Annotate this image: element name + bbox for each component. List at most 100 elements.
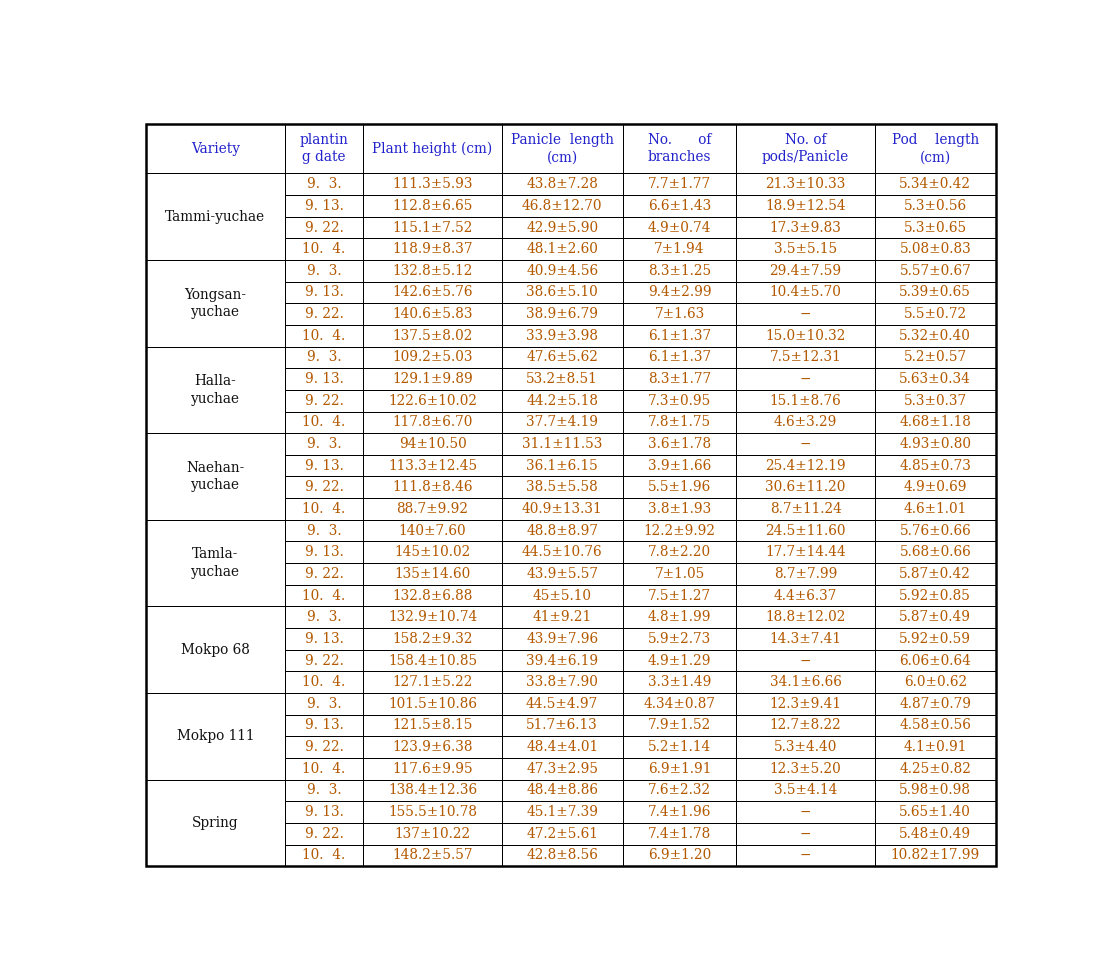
Bar [363, 238, 501, 260]
Bar [284, 390, 363, 412]
Bar [623, 173, 736, 195]
Bar [874, 845, 996, 866]
Text: 5.57±0.67: 5.57±0.67 [899, 264, 971, 278]
Text: 7±1.94: 7±1.94 [654, 242, 705, 256]
Bar [623, 123, 736, 173]
Text: Plant height (cm): Plant height (cm) [372, 141, 492, 156]
Bar [623, 195, 736, 217]
Text: Mokpo 68: Mokpo 68 [180, 643, 250, 657]
Text: 34.1±6.66: 34.1±6.66 [770, 675, 841, 689]
Bar [501, 845, 623, 866]
Text: 8.3±1.77: 8.3±1.77 [648, 372, 711, 386]
Bar [501, 476, 623, 498]
Bar [736, 693, 874, 714]
Bar [501, 281, 623, 304]
Text: 4.58±0.56: 4.58±0.56 [899, 718, 971, 732]
Bar [623, 736, 736, 758]
Bar [874, 325, 996, 347]
Bar [623, 281, 736, 304]
Text: 12.2±9.92: 12.2±9.92 [644, 523, 715, 538]
Bar [623, 217, 736, 238]
Bar [874, 564, 996, 585]
Text: 132.8±5.12: 132.8±5.12 [392, 264, 472, 278]
Bar [501, 758, 623, 779]
Text: 4.25±0.82: 4.25±0.82 [899, 761, 971, 776]
Bar [363, 217, 501, 238]
Text: −: − [800, 849, 811, 862]
Text: 36.1±6.15: 36.1±6.15 [526, 459, 598, 472]
Text: 112.8±6.65: 112.8±6.65 [392, 199, 472, 213]
Text: 38.9±6.79: 38.9±6.79 [526, 307, 598, 321]
Text: −: − [800, 805, 811, 819]
Text: 3.9±1.66: 3.9±1.66 [648, 459, 711, 472]
Text: 47.3±2.95: 47.3±2.95 [526, 761, 598, 776]
Bar [363, 585, 501, 607]
Text: 5.48±0.49: 5.48±0.49 [899, 827, 971, 841]
Text: 5.34±0.42: 5.34±0.42 [899, 177, 971, 191]
Bar [284, 260, 363, 281]
Bar [363, 564, 501, 585]
Text: 127.1±5.22: 127.1±5.22 [392, 675, 472, 689]
Text: 6.1±1.37: 6.1±1.37 [648, 328, 711, 343]
Bar [736, 564, 874, 585]
Bar [874, 260, 996, 281]
Text: 31.1±11.53: 31.1±11.53 [522, 437, 603, 451]
Text: 9.  3.: 9. 3. [306, 611, 341, 624]
Bar [623, 802, 736, 823]
Text: 48.8±8.97: 48.8±8.97 [526, 523, 598, 538]
Text: 5.08±0.83: 5.08±0.83 [899, 242, 971, 256]
Text: 24.5±11.60: 24.5±11.60 [765, 523, 846, 538]
Text: 42.9±5.90: 42.9±5.90 [526, 220, 598, 234]
Text: 140.6±5.83: 140.6±5.83 [392, 307, 472, 321]
Bar [736, 802, 874, 823]
Text: 132.8±6.88: 132.8±6.88 [392, 589, 472, 603]
Bar [284, 217, 363, 238]
Text: 135±14.60: 135±14.60 [394, 566, 471, 581]
Text: 5.87±0.42: 5.87±0.42 [899, 566, 971, 581]
Text: 142.6±5.76: 142.6±5.76 [392, 285, 472, 300]
Text: 14.3±7.41: 14.3±7.41 [770, 632, 842, 646]
Text: 40.9±13.31: 40.9±13.31 [521, 502, 603, 516]
Bar [736, 217, 874, 238]
Text: 118.9±8.37: 118.9±8.37 [392, 242, 472, 256]
Bar [501, 498, 623, 519]
Text: 6.9±1.20: 6.9±1.20 [648, 849, 711, 862]
Bar [284, 476, 363, 498]
Bar [501, 455, 623, 476]
Bar [146, 607, 284, 693]
Bar [874, 368, 996, 390]
Bar [736, 650, 874, 671]
Bar [284, 736, 363, 758]
Bar [623, 564, 736, 585]
Bar [874, 650, 996, 671]
Bar [736, 455, 874, 476]
Text: 7±1.05: 7±1.05 [654, 566, 705, 581]
Bar [363, 845, 501, 866]
Bar [501, 628, 623, 650]
Text: 10.  4.: 10. 4. [302, 675, 345, 689]
Bar [501, 195, 623, 217]
Text: 5.68±0.66: 5.68±0.66 [899, 545, 971, 560]
Text: 7.4±1.96: 7.4±1.96 [648, 805, 711, 819]
Bar [363, 195, 501, 217]
Bar [284, 671, 363, 693]
Bar [623, 823, 736, 845]
Bar [501, 564, 623, 585]
Bar [623, 650, 736, 671]
Text: 10.  4.: 10. 4. [302, 849, 345, 862]
Bar [501, 260, 623, 281]
Bar [501, 347, 623, 368]
Text: 7.9±1.52: 7.9±1.52 [648, 718, 711, 732]
Bar [501, 325, 623, 347]
Text: 109.2±5.03: 109.2±5.03 [392, 351, 472, 365]
Bar [284, 498, 363, 519]
Bar [874, 628, 996, 650]
Text: 43.9±5.57: 43.9±5.57 [526, 566, 598, 581]
Bar [501, 173, 623, 195]
Bar [874, 217, 996, 238]
Bar [363, 412, 501, 433]
Text: 12.3±9.41: 12.3±9.41 [770, 697, 842, 710]
Bar [284, 693, 363, 714]
Bar [623, 455, 736, 476]
Bar [736, 325, 874, 347]
